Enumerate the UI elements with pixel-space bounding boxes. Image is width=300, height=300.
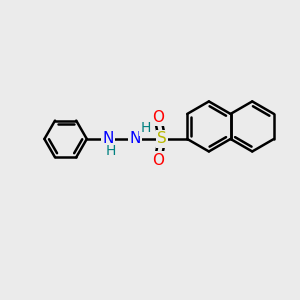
Text: N: N <box>129 131 141 146</box>
Text: O: O <box>152 153 164 168</box>
Text: H: H <box>140 121 151 135</box>
Text: H: H <box>106 144 116 158</box>
Text: N: N <box>102 131 114 146</box>
Text: O: O <box>152 110 164 125</box>
Text: S: S <box>157 131 167 146</box>
